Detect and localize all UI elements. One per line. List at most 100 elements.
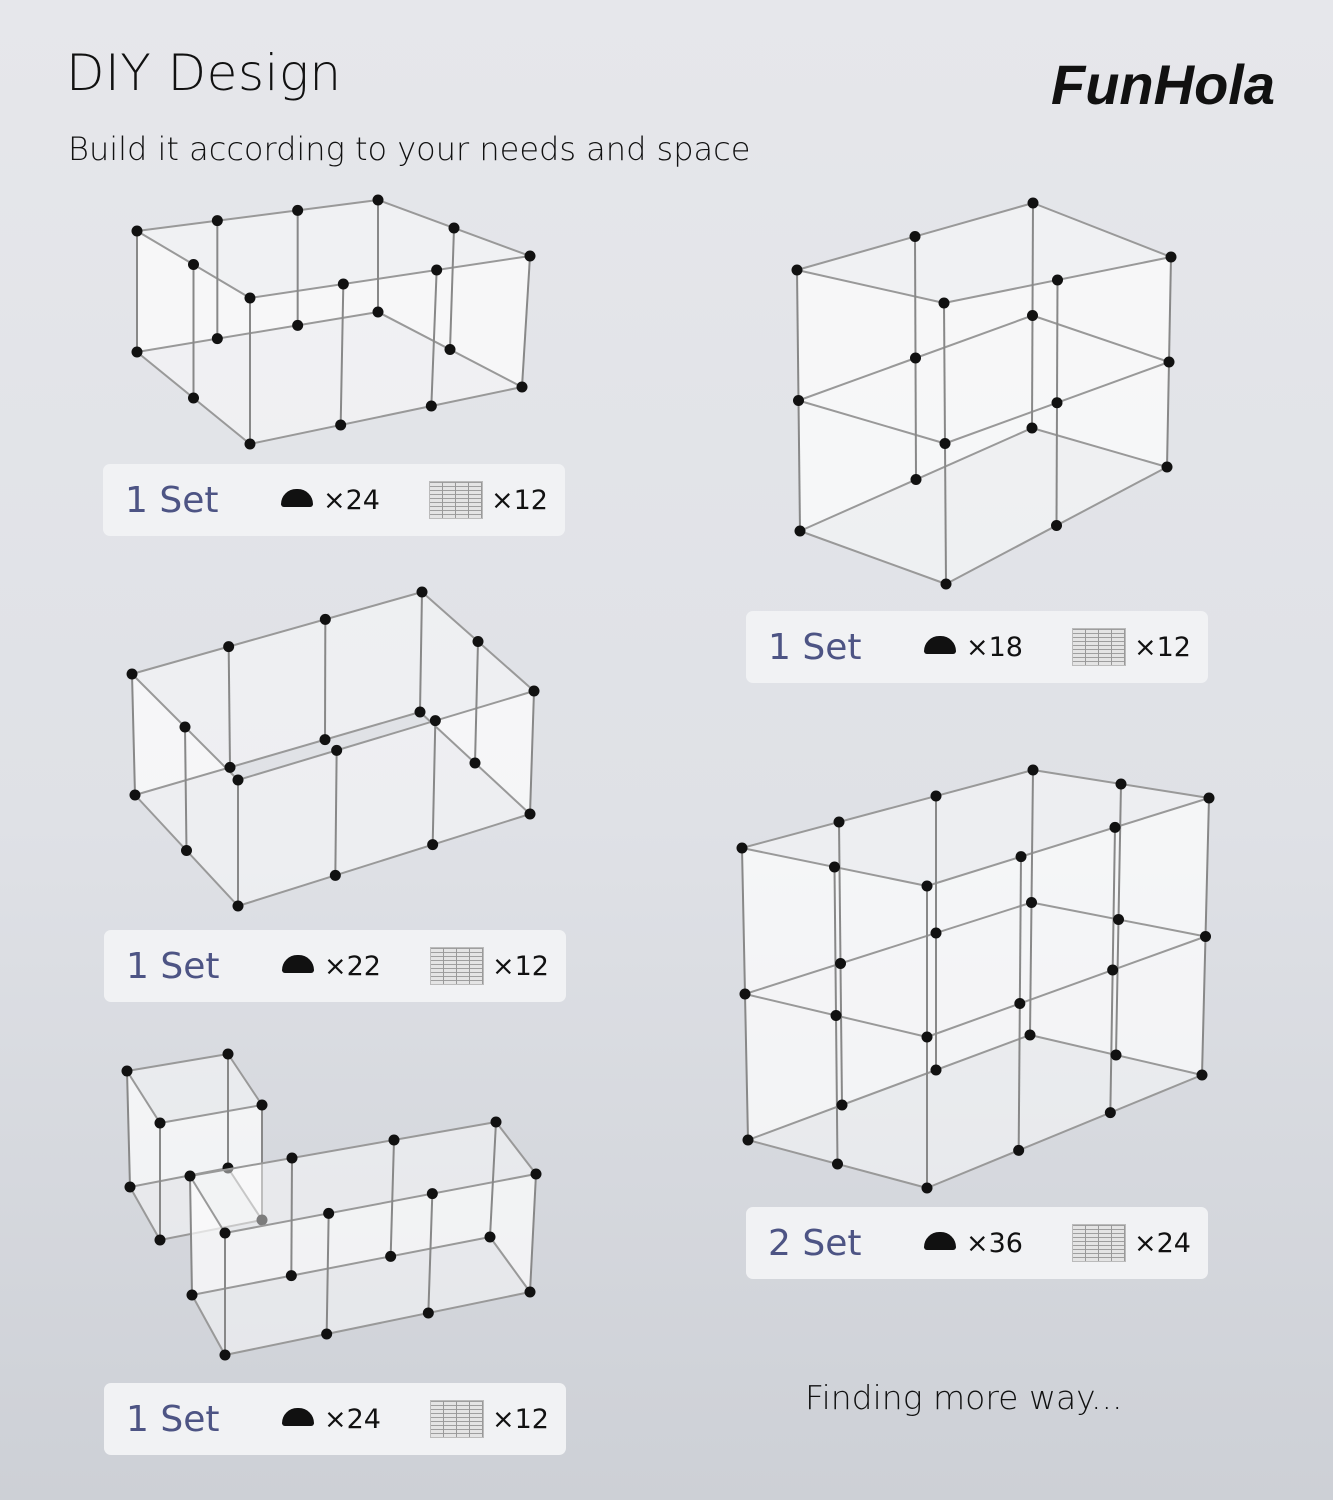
config-card: 1 Set ×22 ×12 xyxy=(104,930,566,1002)
connector-node xyxy=(1024,1029,1036,1041)
cage-panel xyxy=(490,1122,536,1292)
connector-node xyxy=(179,721,191,733)
connector-node xyxy=(794,525,806,537)
connector-count: ×22 xyxy=(324,950,381,982)
connector-node xyxy=(1104,1107,1116,1119)
connector-node xyxy=(1027,310,1038,321)
connector-node xyxy=(940,578,952,590)
connector-node xyxy=(939,438,951,449)
connector-node xyxy=(219,1349,231,1361)
connector-node xyxy=(830,1010,842,1021)
cage-rail xyxy=(136,199,379,232)
cage-rail xyxy=(189,1121,497,1177)
connector-node xyxy=(739,988,751,1000)
connector-node xyxy=(832,1158,843,1170)
connector-node xyxy=(416,586,428,598)
connector-node xyxy=(131,225,143,237)
connector-node xyxy=(1027,197,1039,209)
connector-node xyxy=(1051,397,1063,409)
cage-rail xyxy=(224,1291,531,1356)
grid-panel-icon xyxy=(430,1400,484,1438)
cage-rail xyxy=(227,1053,263,1106)
connector-icon xyxy=(924,1232,956,1250)
cage-post xyxy=(334,750,338,876)
cage-rail xyxy=(744,901,1032,995)
cage-post xyxy=(521,255,531,388)
cage-post xyxy=(227,646,231,768)
connector-node xyxy=(184,1170,196,1182)
connector-node xyxy=(1161,461,1173,473)
connector-node xyxy=(528,685,540,697)
connector-node xyxy=(223,641,235,653)
connector-node xyxy=(319,613,331,625)
cage-rail xyxy=(224,1173,537,1234)
connector-node xyxy=(1026,897,1037,908)
cage-panel xyxy=(127,1071,160,1240)
connector-node xyxy=(1165,251,1177,263)
connector-node xyxy=(319,734,331,746)
connector-node xyxy=(181,845,192,856)
connector-node xyxy=(909,231,921,242)
cage-rail xyxy=(191,1294,226,1356)
cage-rail xyxy=(126,1053,229,1072)
cage-rail xyxy=(747,1034,1031,1141)
connector-node xyxy=(1200,931,1211,942)
connector-node xyxy=(1015,851,1027,863)
connector-node xyxy=(321,1328,333,1340)
connector-node xyxy=(188,392,199,404)
cage-post xyxy=(126,1070,131,1188)
connector-node xyxy=(1027,764,1039,776)
connector-node xyxy=(1014,998,1026,1009)
cage-post xyxy=(431,720,437,845)
cage-post xyxy=(189,1175,193,1296)
cage-rail xyxy=(796,269,945,304)
cage-panel xyxy=(927,798,1209,1188)
cage-rail xyxy=(159,1219,263,1241)
connector-node xyxy=(736,842,748,854)
config-card: 1 Set ×18 ×12 xyxy=(746,611,1208,683)
connector-icon xyxy=(282,1408,314,1426)
connector-node xyxy=(256,1214,268,1226)
connector-node xyxy=(1196,1069,1208,1081)
panel-count: ×12 xyxy=(1134,631,1191,663)
cage-panel xyxy=(190,1122,496,1295)
connector-node xyxy=(426,1188,438,1200)
config-card: 1 Set ×24 ×12 xyxy=(103,464,565,536)
connector-node xyxy=(921,1031,933,1043)
cage-rail xyxy=(926,1074,1203,1189)
connector-node xyxy=(516,381,528,393)
connector-node xyxy=(1052,274,1063,286)
connector-node xyxy=(836,1099,848,1111)
connector-node xyxy=(1203,792,1215,804)
connector-node xyxy=(232,900,244,912)
connector-node xyxy=(244,292,256,304)
connector-node xyxy=(1115,778,1127,790)
connector-icon xyxy=(281,489,313,507)
cage-post xyxy=(419,591,423,713)
connector-node xyxy=(131,346,143,358)
cage-rail xyxy=(1031,427,1168,468)
connector-node xyxy=(222,1048,234,1060)
set-count: 1 Set xyxy=(126,1398,220,1440)
cage-panel xyxy=(238,691,534,906)
cage-panel xyxy=(1032,203,1171,467)
connector-count: ×24 xyxy=(324,1403,381,1435)
connector-node xyxy=(219,1227,231,1239)
connector-node xyxy=(1107,964,1119,976)
cage-post xyxy=(389,1139,395,1257)
connector-node xyxy=(126,668,138,680)
connector-node xyxy=(484,1231,496,1243)
cage-rail xyxy=(798,399,946,445)
connector-node xyxy=(292,319,304,331)
set-count: 2 Set xyxy=(768,1222,862,1264)
connector-node xyxy=(331,744,343,756)
connector-node xyxy=(188,259,199,270)
connector-node xyxy=(256,1099,268,1111)
connector-count: ×36 xyxy=(966,1227,1023,1259)
cage-panel xyxy=(190,1176,225,1355)
connector-node xyxy=(129,789,141,801)
connector-node xyxy=(232,774,244,786)
connector-node xyxy=(444,344,456,355)
connector-node xyxy=(930,1064,942,1076)
